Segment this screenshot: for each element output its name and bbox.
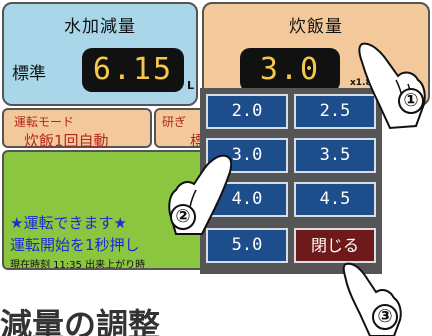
close-button[interactable]: 閉じる — [294, 228, 376, 263]
step-1-marker: ① — [398, 88, 424, 114]
operation-mode-value: 炊飯1回自動 — [24, 132, 109, 150]
water-amount-readout: 6.15 — [82, 48, 184, 92]
key-5-0[interactable]: 5.0 — [206, 228, 288, 263]
page-heading: 減量の調整 — [0, 306, 161, 336]
rice-multiplier: x1.8L — [350, 78, 378, 88]
key-2-0[interactable]: 2.0 — [206, 94, 288, 129]
status-ready-message: ★運転できます★ — [10, 214, 127, 232]
rice-amount-keypad: 2.0 2.5 3.0 3.5 4.0 4.5 5.0 閉じる — [200, 88, 382, 274]
water-level-label: 標準 — [12, 64, 46, 84]
status-time-info: 現在時刻 11:35 出来上がり時 — [10, 260, 146, 270]
operation-mode-button[interactable]: 運転モード 炊飯1回自動 — [2, 108, 152, 150]
key-4-5[interactable]: 4.5 — [294, 182, 376, 217]
water-amount-title: 水加減量 — [64, 17, 136, 37]
step-3-marker: ③ — [372, 304, 398, 330]
operation-mode-label: 運転モード — [14, 115, 75, 129]
pointing-hand-icon — [358, 42, 426, 130]
key-3-5[interactable]: 3.5 — [294, 138, 376, 173]
key-2-5[interactable]: 2.5 — [294, 94, 376, 129]
status-start-instruction: 運転開始を1秒押し — [10, 236, 140, 254]
status-panel: ★運転できます★ 運転開始を1秒押し 現在時刻 11:35 出来上がり時 — [2, 150, 232, 270]
rice-amount-title: 炊飯量 — [289, 17, 343, 37]
wash-mode-label: 研ぎ — [162, 115, 187, 129]
rice-amount-readout: 3.0 — [240, 48, 340, 92]
water-unit: L — [187, 79, 195, 92]
step-2-marker: ② — [170, 204, 196, 230]
water-amount-panel[interactable]: 水加減量 標準 6.15 L — [2, 2, 198, 106]
